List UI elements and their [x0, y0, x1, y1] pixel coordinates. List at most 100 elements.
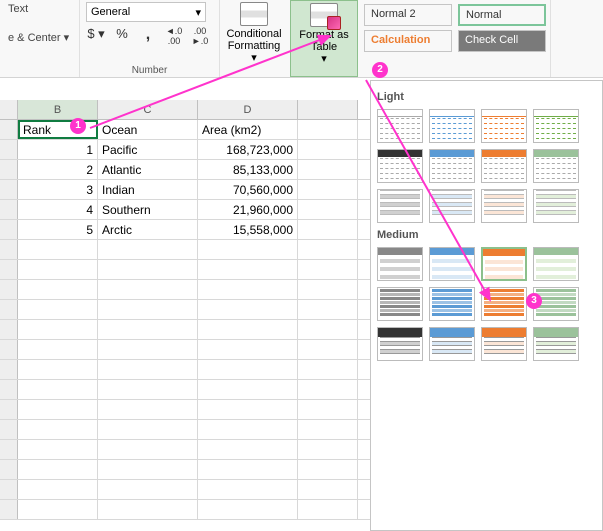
cell[interactable]: [198, 460, 298, 479]
row-header[interactable]: [0, 440, 18, 459]
cell[interactable]: [198, 240, 298, 259]
cell[interactable]: [18, 440, 98, 459]
cell[interactable]: [298, 500, 358, 519]
cell[interactable]: [198, 320, 298, 339]
cell[interactable]: [198, 360, 298, 379]
row-header[interactable]: [0, 500, 18, 519]
cell[interactable]: [198, 400, 298, 419]
cell[interactable]: Ocean: [98, 120, 198, 139]
cell[interactable]: [98, 500, 198, 519]
row-header[interactable]: [0, 120, 18, 139]
row-header[interactable]: [0, 460, 18, 479]
cell[interactable]: 4: [18, 200, 98, 219]
row-header[interactable]: [0, 380, 18, 399]
table-style-swatch[interactable]: [533, 327, 579, 361]
table-style-swatch[interactable]: [481, 327, 527, 361]
cell[interactable]: Atlantic: [98, 160, 198, 179]
table-style-swatch[interactable]: [429, 109, 475, 143]
cell[interactable]: [18, 360, 98, 379]
select-all-corner[interactable]: [0, 100, 18, 119]
cell[interactable]: [18, 300, 98, 319]
cell[interactable]: [198, 280, 298, 299]
cell[interactable]: [98, 260, 198, 279]
table-style-swatch[interactable]: [533, 247, 579, 281]
cell[interactable]: [298, 480, 358, 499]
table-style-swatch[interactable]: [533, 189, 579, 223]
table-style-swatch[interactable]: [429, 149, 475, 183]
table-style-swatch[interactable]: [481, 149, 527, 183]
cell[interactable]: [18, 320, 98, 339]
column-header-B[interactable]: B: [18, 100, 98, 119]
cell[interactable]: Arctic: [98, 220, 198, 239]
format-as-table-button[interactable]: Format as Table ▾: [290, 0, 358, 77]
cell[interactable]: [98, 240, 198, 259]
row-header[interactable]: [0, 280, 18, 299]
table-style-swatch[interactable]: [377, 109, 423, 143]
cell[interactable]: [198, 420, 298, 439]
cell[interactable]: [18, 240, 98, 259]
cell[interactable]: [18, 260, 98, 279]
row-header[interactable]: [0, 300, 18, 319]
cell[interactable]: [298, 280, 358, 299]
table-style-swatch[interactable]: [481, 109, 527, 143]
cell[interactable]: 85,133,000: [198, 160, 298, 179]
cell[interactable]: 21,960,000: [198, 200, 298, 219]
style-calculation[interactable]: Calculation: [364, 30, 452, 52]
cell[interactable]: [18, 280, 98, 299]
cell[interactable]: [18, 400, 98, 419]
column-header-D[interactable]: D: [198, 100, 298, 119]
percent-button[interactable]: %: [112, 26, 132, 46]
cell[interactable]: [298, 260, 358, 279]
cell[interactable]: [18, 460, 98, 479]
cell[interactable]: [198, 480, 298, 499]
number-format-dropdown[interactable]: General ▾: [86, 2, 206, 22]
cell[interactable]: 5: [18, 220, 98, 239]
conditional-formatting-button[interactable]: Conditional Formatting ▾: [220, 0, 288, 77]
table-style-swatch[interactable]: [481, 247, 527, 281]
table-style-swatch[interactable]: [429, 327, 475, 361]
cell[interactable]: [98, 440, 198, 459]
cell[interactable]: [198, 340, 298, 359]
cell[interactable]: [98, 480, 198, 499]
cell[interactable]: [198, 300, 298, 319]
cell[interactable]: [298, 360, 358, 379]
style-normal[interactable]: Normal: [458, 4, 546, 26]
column-header-C[interactable]: C: [98, 100, 198, 119]
cell[interactable]: [98, 300, 198, 319]
cell[interactable]: Rank: [18, 120, 98, 139]
cell[interactable]: [18, 420, 98, 439]
cell[interactable]: Area (km2): [198, 120, 298, 139]
row-header[interactable]: [0, 240, 18, 259]
cell[interactable]: Pacific: [98, 140, 198, 159]
style-check-cell[interactable]: Check Cell: [458, 30, 546, 52]
cell[interactable]: [298, 440, 358, 459]
cell[interactable]: [98, 340, 198, 359]
cell[interactable]: [298, 120, 358, 139]
row-header[interactable]: [0, 260, 18, 279]
table-style-swatch[interactable]: [377, 327, 423, 361]
table-style-swatch[interactable]: [429, 287, 475, 321]
merge-center-button[interactable]: e & Center ▾: [6, 30, 73, 45]
cell[interactable]: [298, 320, 358, 339]
table-style-swatch[interactable]: [429, 189, 475, 223]
cell[interactable]: [18, 380, 98, 399]
cell[interactable]: Southern: [98, 200, 198, 219]
cell[interactable]: [298, 180, 358, 199]
row-header[interactable]: [0, 400, 18, 419]
cell[interactable]: [198, 260, 298, 279]
cell[interactable]: [298, 400, 358, 419]
cell[interactable]: [98, 460, 198, 479]
row-header[interactable]: [0, 420, 18, 439]
cell[interactable]: [198, 500, 298, 519]
currency-button[interactable]: $ ▾: [86, 26, 106, 46]
table-style-swatch[interactable]: [377, 287, 423, 321]
cell[interactable]: 168,723,000: [198, 140, 298, 159]
table-style-swatch[interactable]: [377, 247, 423, 281]
table-style-swatch[interactable]: [429, 247, 475, 281]
cell[interactable]: 70,560,000: [198, 180, 298, 199]
cell[interactable]: [298, 300, 358, 319]
cell[interactable]: [298, 380, 358, 399]
row-header[interactable]: [0, 160, 18, 179]
cell[interactable]: 1: [18, 140, 98, 159]
row-header[interactable]: [0, 180, 18, 199]
